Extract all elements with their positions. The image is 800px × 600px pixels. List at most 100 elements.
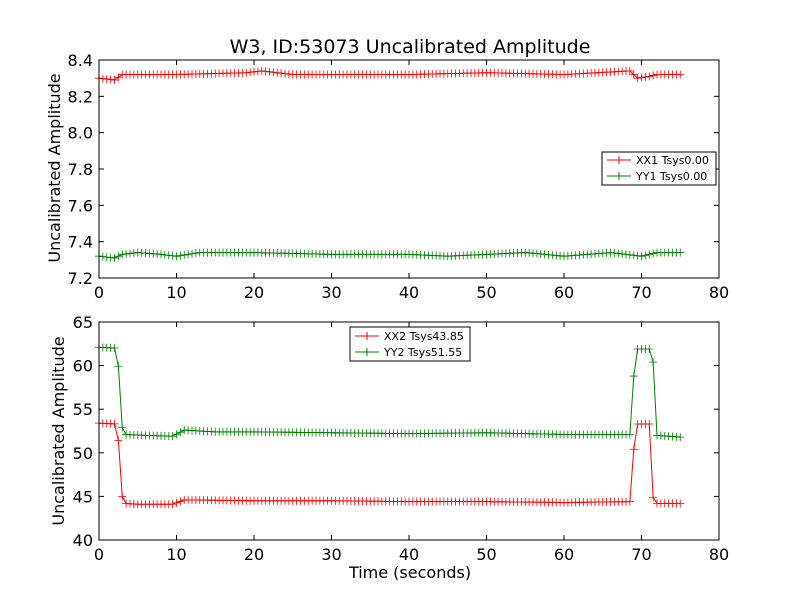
bottom-series-1-point bbox=[629, 372, 638, 381]
top-subplot: W3, ID:53073 Uncalibrated Amplitude Unca… bbox=[45, 36, 729, 302]
top-series-1-point bbox=[129, 249, 138, 258]
bottom-series-0-point bbox=[114, 436, 123, 445]
top-series-0-point bbox=[246, 68, 255, 77]
top-series-1-point bbox=[629, 251, 638, 260]
top-series-0-point bbox=[277, 69, 286, 78]
bottom-series-0-point bbox=[118, 492, 127, 501]
top-x-tick-label: 60 bbox=[554, 283, 574, 302]
bottom-x-tick-label: 0 bbox=[94, 545, 104, 564]
top-legend-label-xx1: XX1 Tsys0.00 bbox=[636, 154, 709, 167]
bottom-series-1 bbox=[95, 343, 685, 442]
top-ticks-layer: 0 10 20 30 40 50 60 70 80 7.2 7.4 7.6 7.8 8.0 8.2 8.4 bbox=[68, 51, 730, 302]
bottom-x-tick-label: 10 bbox=[166, 545, 186, 564]
bottom-legend-box bbox=[349, 326, 471, 362]
bottom-series-1-point bbox=[676, 433, 685, 442]
top-series-1 bbox=[95, 248, 685, 263]
top-series-0-point bbox=[106, 75, 115, 84]
top-series-0-point bbox=[641, 72, 650, 81]
bottom-x-tick-label: 50 bbox=[476, 545, 496, 564]
top-y-axis-label: Uncalibrated Amplitude bbox=[45, 73, 64, 262]
top-series-1-point bbox=[649, 249, 658, 258]
top-series-0-point bbox=[284, 70, 293, 79]
top-series-1-point bbox=[610, 249, 619, 258]
top-series-1-point bbox=[676, 248, 685, 257]
bottom-series-0-point bbox=[629, 445, 638, 454]
bottom-series-1-point bbox=[110, 344, 119, 353]
top-series-1-point bbox=[633, 251, 642, 260]
top-series-0-point bbox=[281, 69, 289, 78]
top-x-tick-label: 30 bbox=[321, 283, 341, 302]
bottom-x-tick-label: 70 bbox=[631, 545, 651, 564]
bottom-plot-frame bbox=[98, 321, 720, 541]
bottom-series-1-point bbox=[118, 423, 127, 432]
top-series-1-point bbox=[102, 253, 111, 262]
top-series-1-point bbox=[625, 250, 634, 259]
top-series-1-point bbox=[622, 250, 630, 259]
top-x-tick-label: 40 bbox=[399, 283, 419, 302]
top-series-0-point bbox=[645, 72, 654, 81]
top-series-1-point bbox=[184, 250, 193, 259]
bottom-series-0-point bbox=[676, 499, 685, 508]
bottom-legend: XX2 Tsys43.85 YY2 Tsys51.55 bbox=[349, 326, 471, 362]
bottom-x-tick-label: 60 bbox=[554, 545, 574, 564]
top-plot-frame bbox=[98, 59, 720, 279]
top-chart-title: W3, ID:53073 Uncalibrated Amplitude bbox=[230, 36, 591, 58]
bottom-y-tick-label: 50 bbox=[73, 444, 93, 463]
top-series-1-point bbox=[106, 253, 115, 262]
top-series-0-point bbox=[265, 67, 274, 76]
bottom-series-1-point bbox=[172, 430, 181, 439]
bottom-series-1-point bbox=[645, 345, 654, 354]
top-series-1-point bbox=[618, 249, 627, 258]
top-series-1-point bbox=[168, 251, 177, 260]
top-series-0-point bbox=[676, 70, 685, 79]
top-series-0-point bbox=[261, 67, 270, 76]
top-series-0-point bbox=[102, 75, 111, 84]
bottom-y-axis-label: Uncalibrated Amplitude bbox=[49, 336, 68, 525]
top-series-0-point bbox=[625, 66, 634, 75]
top-x-tick-label: 0 bbox=[94, 283, 104, 302]
top-series-0-point bbox=[633, 74, 642, 83]
top-series-0-point bbox=[629, 70, 638, 79]
top-series-1-point bbox=[110, 254, 119, 263]
top-series-1-point bbox=[126, 249, 134, 258]
top-series-0-point bbox=[257, 66, 266, 75]
bottom-series-layer bbox=[95, 343, 685, 509]
top-series-1-point bbox=[157, 250, 165, 259]
bottom-legend-label-yy2: YY2 Tsys51.55 bbox=[383, 346, 462, 359]
top-series-0-point bbox=[273, 68, 282, 77]
top-legend: XX1 Tsys0.00 YY1 Tsys0.00 bbox=[601, 151, 717, 186]
top-y-tick-label: 8.4 bbox=[68, 51, 93, 70]
top-series-1-point bbox=[188, 249, 196, 258]
bottom-x-axis-label: Time (seconds) bbox=[348, 563, 471, 582]
top-y-tick-label: 8.0 bbox=[68, 124, 93, 143]
top-series-1-point bbox=[122, 249, 131, 258]
bottom-x-tick-label: 80 bbox=[709, 545, 729, 564]
bottom-series-0-point bbox=[645, 420, 654, 429]
bottom-y-tick-label: 65 bbox=[73, 313, 93, 332]
top-y-tick-label: 8.2 bbox=[68, 87, 93, 106]
bottom-series-1-point bbox=[114, 362, 123, 371]
bottom-ticks-layer: 0 10 20 30 40 50 60 70 80 40 45 50 55 60 65 bbox=[73, 313, 730, 564]
top-series-1-point bbox=[645, 250, 654, 259]
bottom-series-0-point bbox=[110, 419, 119, 428]
bottom-y-tick-label: 60 bbox=[73, 357, 93, 376]
top-x-tick-label: 80 bbox=[709, 283, 729, 302]
top-series-1-point bbox=[606, 248, 615, 257]
top-series-0 bbox=[95, 66, 685, 84]
top-series-0-point bbox=[250, 67, 258, 76]
top-series-1-point bbox=[637, 252, 646, 261]
top-x-tick-label: 70 bbox=[631, 283, 651, 302]
top-series-1-point bbox=[191, 249, 200, 258]
top-series-1-point bbox=[98, 252, 107, 261]
top-series-1-point bbox=[172, 252, 181, 261]
top-series-0-point bbox=[269, 68, 278, 77]
bottom-series-1-point bbox=[168, 432, 177, 441]
bottom-series-1-point bbox=[649, 358, 658, 367]
top-legend-label-yy1: YY1 Tsys0.00 bbox=[635, 170, 707, 183]
bottom-series-0-point bbox=[625, 497, 634, 506]
bottom-series-0 bbox=[95, 419, 685, 509]
bottom-legend-label-xx2: XX2 Tsys43.85 bbox=[384, 330, 464, 343]
top-series-0-point bbox=[637, 73, 646, 82]
